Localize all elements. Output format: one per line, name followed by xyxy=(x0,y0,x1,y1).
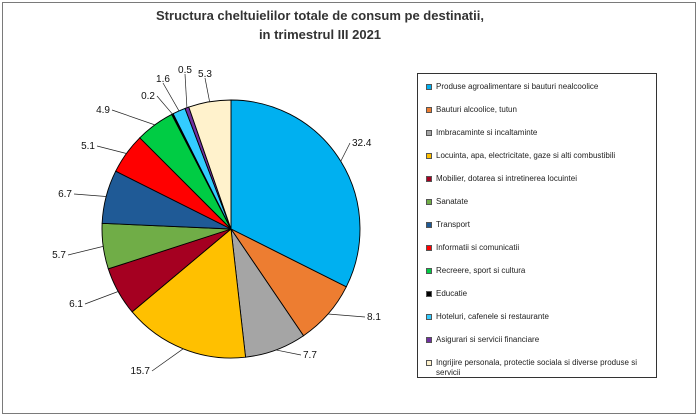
legend-swatch xyxy=(426,360,432,366)
legend-label: Produse agroalimentare si bauturi nealco… xyxy=(436,82,599,91)
pie-slice-13 xyxy=(188,99,232,230)
leader-line-3 xyxy=(275,349,302,356)
chart-legend: Produse agroalimentare si bauturi nealco… xyxy=(417,73,657,378)
data-label-10: 0.2 xyxy=(141,91,155,102)
legend-swatch xyxy=(426,268,432,274)
legend-swatch xyxy=(426,107,432,113)
chart-title-line-2: in trimestrul III 2021 xyxy=(258,27,382,42)
legend-swatch xyxy=(426,199,432,205)
legend-label: Imbracaminte si incaltaminte xyxy=(436,128,538,137)
legend-label: Hoteluri, cafenele si restaurante xyxy=(436,312,549,321)
data-label-13: 5.3 xyxy=(198,69,212,80)
legend-swatch xyxy=(426,245,432,251)
data-label-11: 1.6 xyxy=(156,74,170,85)
legend-swatch xyxy=(426,291,432,297)
leader-line-7 xyxy=(73,193,107,197)
chart-title-line-1: Structura cheltuielilor totale de consum… xyxy=(156,8,484,23)
data-label-4: 15.7 xyxy=(131,366,151,377)
leader-line-10 xyxy=(156,95,173,115)
leader-line-12 xyxy=(184,73,188,108)
data-label-12: 0.5 xyxy=(178,65,192,76)
legend-label: Mobilier, dotarea si intretinerea locuin… xyxy=(436,174,577,183)
leader-line-6 xyxy=(67,246,104,256)
data-label-5: 6.1 xyxy=(69,299,83,310)
legend-swatch xyxy=(426,130,432,136)
legend-label: Informatii si comunicatii xyxy=(436,243,520,252)
leader-line-2 xyxy=(328,313,366,318)
legend-label: Bauturi alcoolice, tutun xyxy=(436,105,517,114)
data-label-2: 8.1 xyxy=(367,312,381,323)
leader-line-13 xyxy=(204,77,210,102)
legend-label: Educatie xyxy=(436,289,468,298)
legend-swatch xyxy=(426,314,432,320)
legend-swatch xyxy=(426,84,432,90)
legend-swatch xyxy=(426,176,432,182)
data-label-8: 5.1 xyxy=(81,141,95,152)
leader-line-8 xyxy=(96,145,127,154)
data-label-3: 7.7 xyxy=(303,350,317,361)
legend-label: Ingrijire personala, protectie sociala s… xyxy=(436,358,637,377)
legend-swatch xyxy=(426,337,432,343)
data-label-9: 4.9 xyxy=(96,105,110,116)
legend-label: Recreere, sport si cultura xyxy=(436,266,526,275)
leader-line-11 xyxy=(162,82,180,112)
leader-line-5 xyxy=(84,291,119,305)
leader-line-9 xyxy=(111,109,155,126)
legend-label: Asigurari si servicii financiare xyxy=(436,335,540,344)
legend-swatch xyxy=(426,153,432,159)
chart-title: Structura cheltuielilor totale de consum… xyxy=(0,6,640,44)
data-label-1: 32.4 xyxy=(352,138,372,149)
legend-label: Locuinta, apa, electricitate, gaze si al… xyxy=(436,151,616,160)
data-label-6: 5.7 xyxy=(52,250,66,261)
legend-label: Sanatate xyxy=(436,197,469,206)
leader-line-1 xyxy=(340,142,351,162)
leader-line-4 xyxy=(151,348,184,372)
legend-label: Transport xyxy=(436,220,470,229)
data-label-7: 6.7 xyxy=(58,189,72,200)
legend-swatch xyxy=(426,222,432,228)
